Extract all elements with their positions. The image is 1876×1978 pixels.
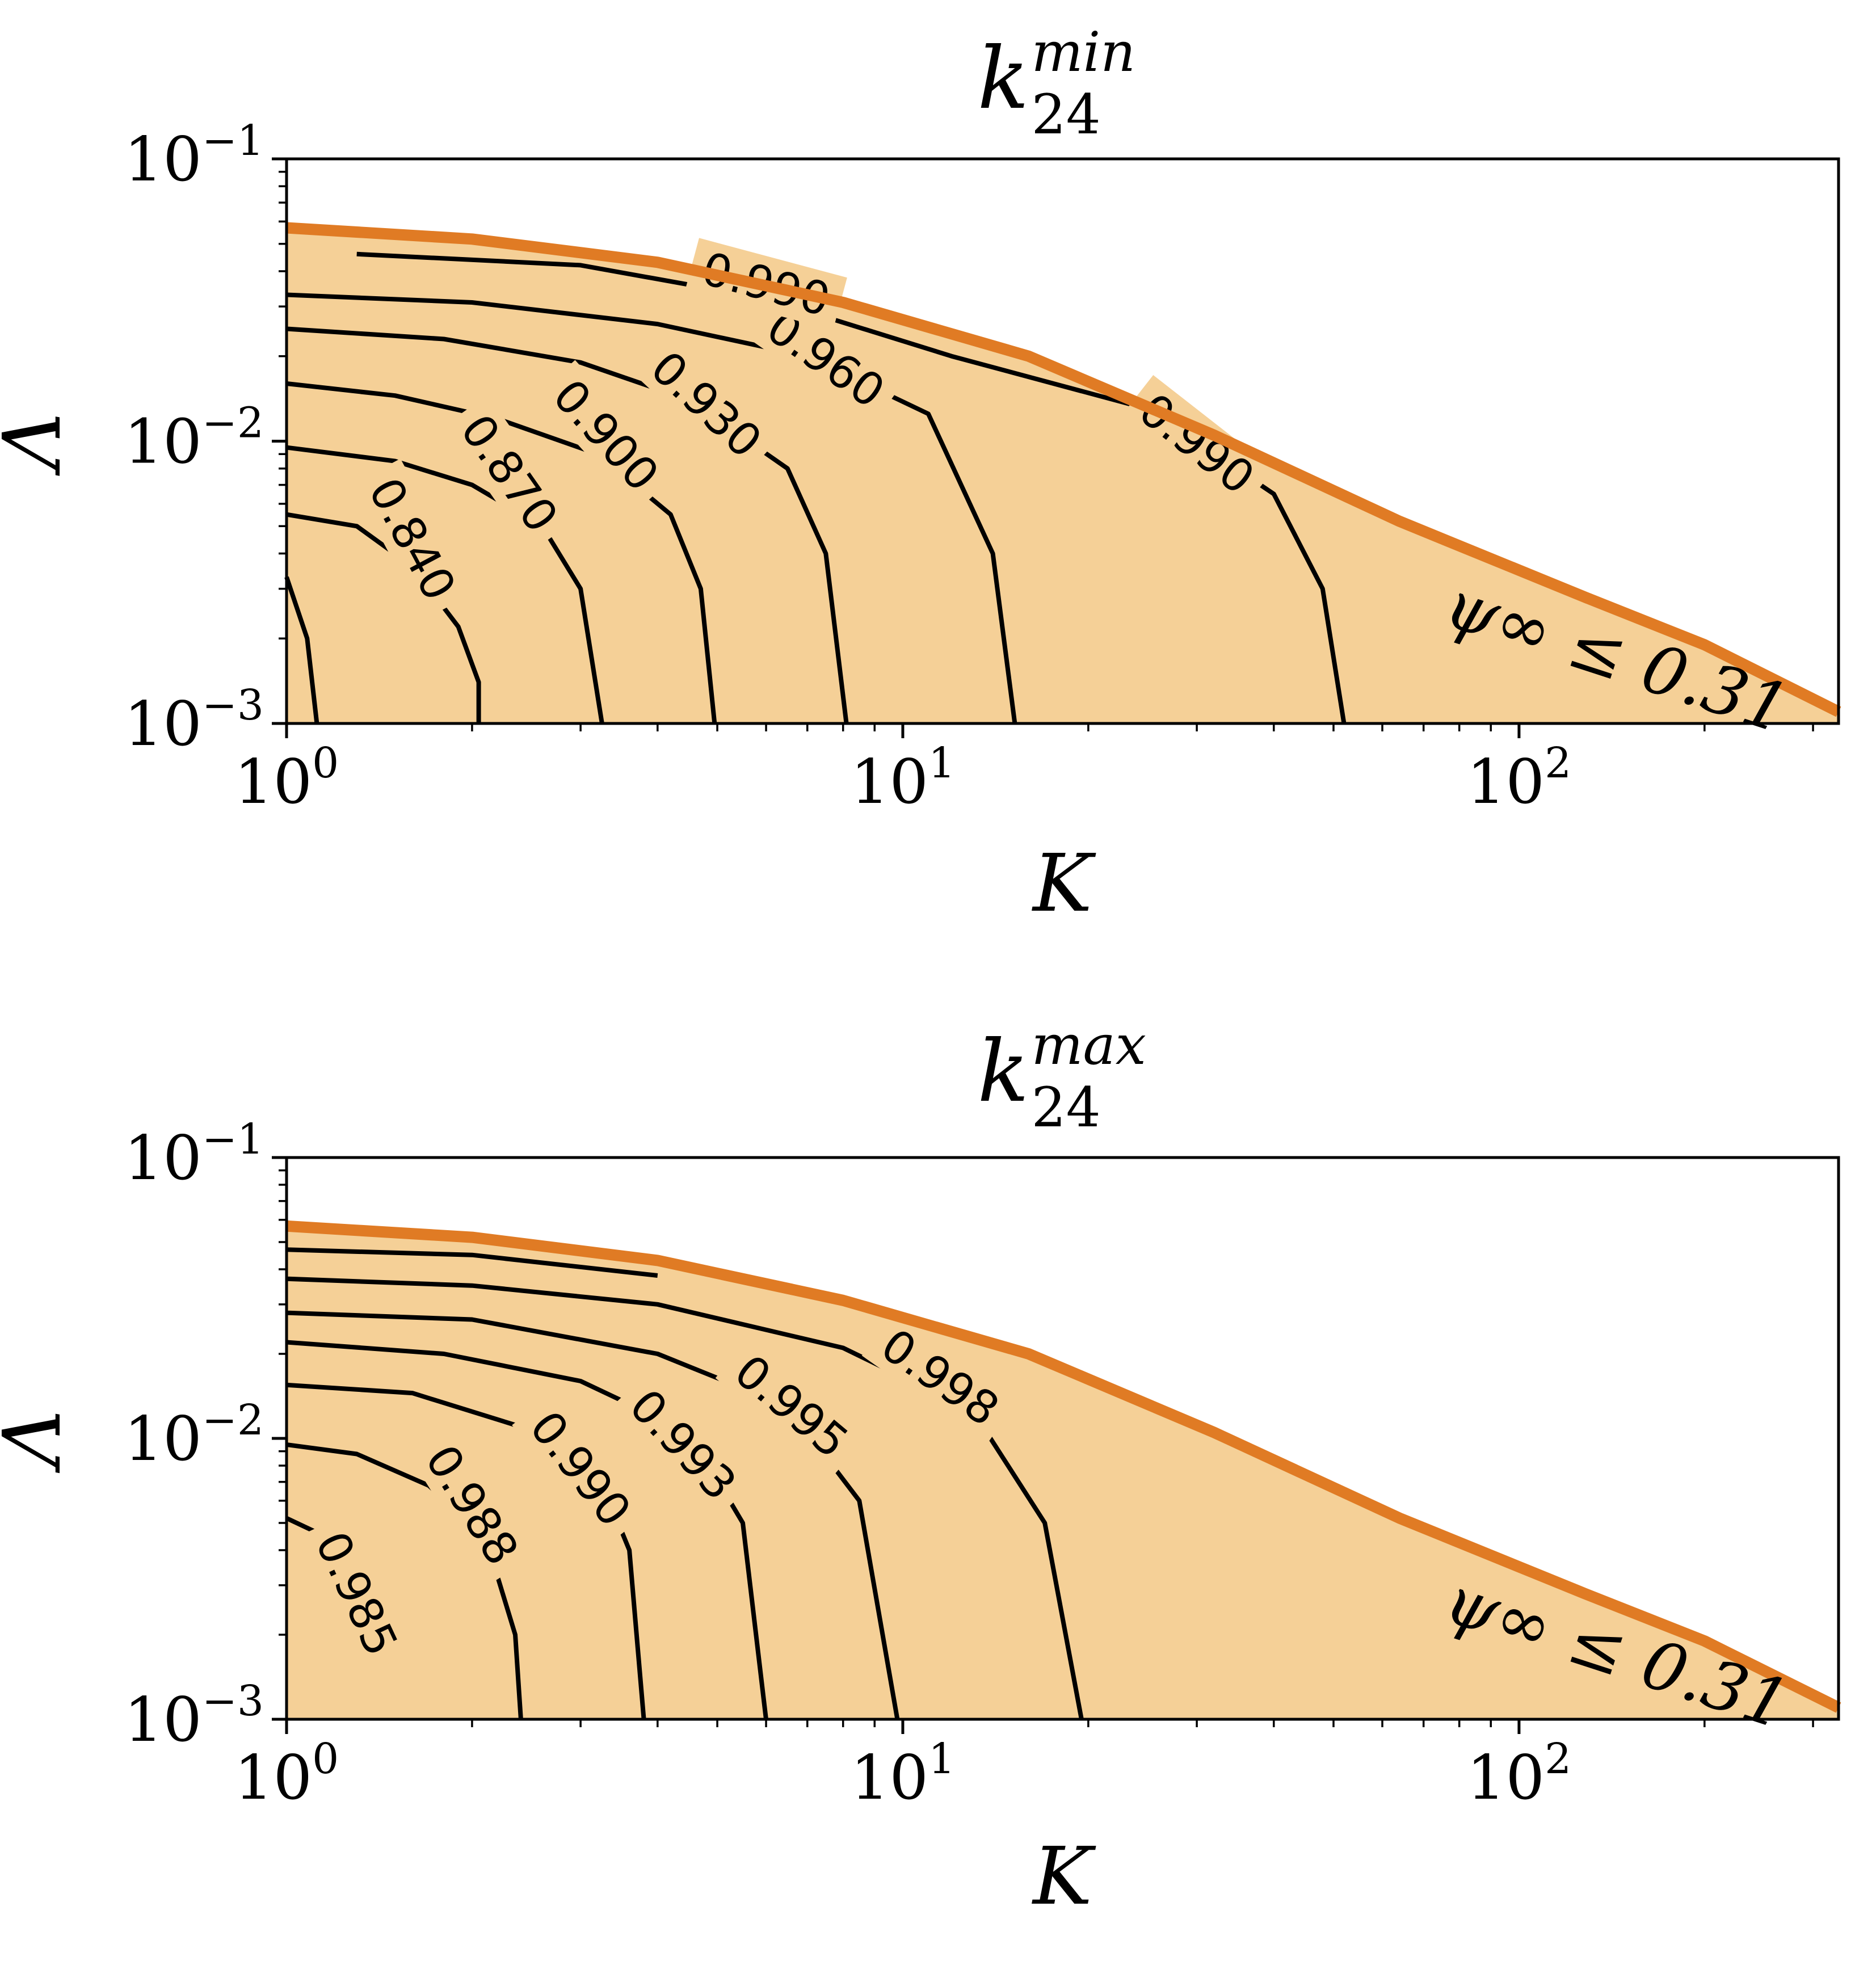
contour-line-6 <box>286 1247 658 1278</box>
contour-label-bg <box>300 1513 414 1675</box>
x-axis-label: K <box>1031 1830 1096 1923</box>
contour-label-bg <box>352 458 473 620</box>
x-tick-label: 101 <box>851 1735 956 1813</box>
contour-label-bg <box>747 293 905 426</box>
y-tick-label: 10−3 <box>124 681 264 760</box>
x-tick-label: 102 <box>1467 739 1572 818</box>
chart-title-sup: min <box>1032 20 1136 84</box>
feasible-region <box>287 1226 1839 1719</box>
y-tick-label: 10−3 <box>124 1677 264 1756</box>
contour-label-bg <box>861 1311 1019 1444</box>
chart-title-base: k <box>978 1022 1029 1121</box>
y-axis-label: Λ <box>0 1409 79 1473</box>
contour-label-bg <box>535 360 678 511</box>
y-tick-label: 10−1 <box>124 116 264 195</box>
x-tick-label: 100 <box>234 1735 339 1813</box>
boundary-line <box>286 1220 1841 1713</box>
y-axis-label: Λ <box>0 413 79 476</box>
y-tick-label: 10−1 <box>124 1115 264 1194</box>
x-axis-label: K <box>1031 838 1096 930</box>
y-tick-label: 10−2 <box>124 399 264 478</box>
chart-title-sub: 24 <box>1032 1076 1101 1139</box>
x-tick-label: 100 <box>234 739 339 818</box>
contour-label-bg <box>632 332 781 477</box>
x-tick-label: 102 <box>1467 1735 1572 1813</box>
contour-line-6 <box>356 251 1347 724</box>
chart-title-sup: max <box>1032 1013 1146 1077</box>
contour-label-bg <box>611 1370 755 1520</box>
y-tick-label: 10−2 <box>124 1396 264 1475</box>
x-tick-label: 101 <box>851 739 956 818</box>
boundary-line <box>286 222 1841 717</box>
chart-title-sub: 24 <box>1032 83 1101 146</box>
chart-title-base: k <box>978 30 1029 128</box>
contour-line-0 <box>284 576 319 724</box>
contour-label-bg <box>408 1425 536 1585</box>
contour-label-bg <box>512 1391 650 1546</box>
contour-line-5 <box>286 1276 1084 1720</box>
contour-label-bg <box>715 1336 868 1477</box>
contour-label-bg <box>443 394 576 552</box>
